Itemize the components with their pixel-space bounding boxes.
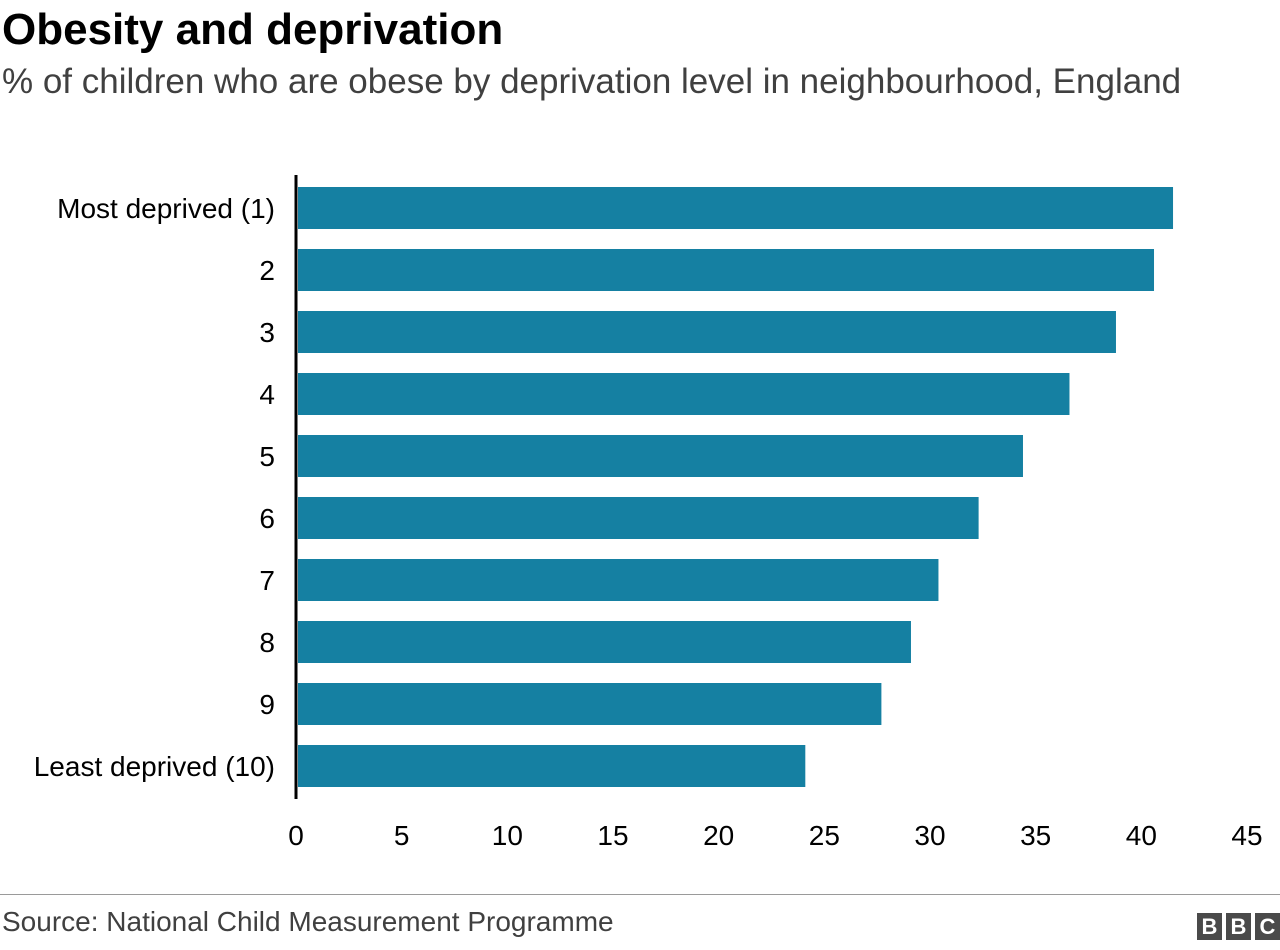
bar — [298, 559, 939, 601]
source-note: Source: National Child Measurement Progr… — [2, 906, 614, 937]
bar — [298, 745, 806, 787]
x-tick-label: 45 — [1231, 820, 1262, 851]
category-label: 7 — [259, 565, 275, 596]
bar — [298, 497, 979, 539]
x-tick-label: 25 — [809, 820, 840, 851]
bar — [298, 435, 1023, 477]
chart-subtitle: % of children who are obese by deprivati… — [2, 62, 1182, 101]
bbc-logo-letter: B — [1226, 913, 1251, 940]
bar — [298, 311, 1116, 353]
x-tick-label: 20 — [703, 820, 734, 851]
x-tick-label: 35 — [1020, 820, 1051, 851]
category-label: Least deprived (10) — [34, 751, 275, 782]
bar — [298, 683, 882, 725]
chart-title: Obesity and deprivation — [2, 5, 504, 54]
bar — [298, 621, 911, 663]
bbc-logo-letter: C — [1255, 913, 1280, 940]
category-label: 3 — [259, 317, 275, 348]
category-label: 9 — [259, 689, 275, 720]
bbc-logo-letter: B — [1197, 913, 1222, 940]
x-tick-label: 10 — [492, 820, 523, 851]
category-label: Most deprived (1) — [57, 193, 275, 224]
x-tick-label: 15 — [597, 820, 628, 851]
bar — [298, 187, 1174, 229]
category-label: 5 — [259, 441, 275, 472]
category-label: 8 — [259, 627, 275, 658]
bbc-logo: B B C — [1197, 913, 1280, 940]
category-label: 6 — [259, 503, 275, 534]
x-tick-label: 40 — [1126, 820, 1157, 851]
footer-divider — [0, 894, 1280, 895]
x-tick-label: 0 — [288, 820, 304, 851]
category-label: 2 — [259, 255, 275, 286]
bar — [298, 373, 1070, 415]
bar — [298, 249, 1155, 291]
x-tick-label: 30 — [914, 820, 945, 851]
category-label: 4 — [259, 379, 275, 410]
x-tick-label: 5 — [394, 820, 410, 851]
